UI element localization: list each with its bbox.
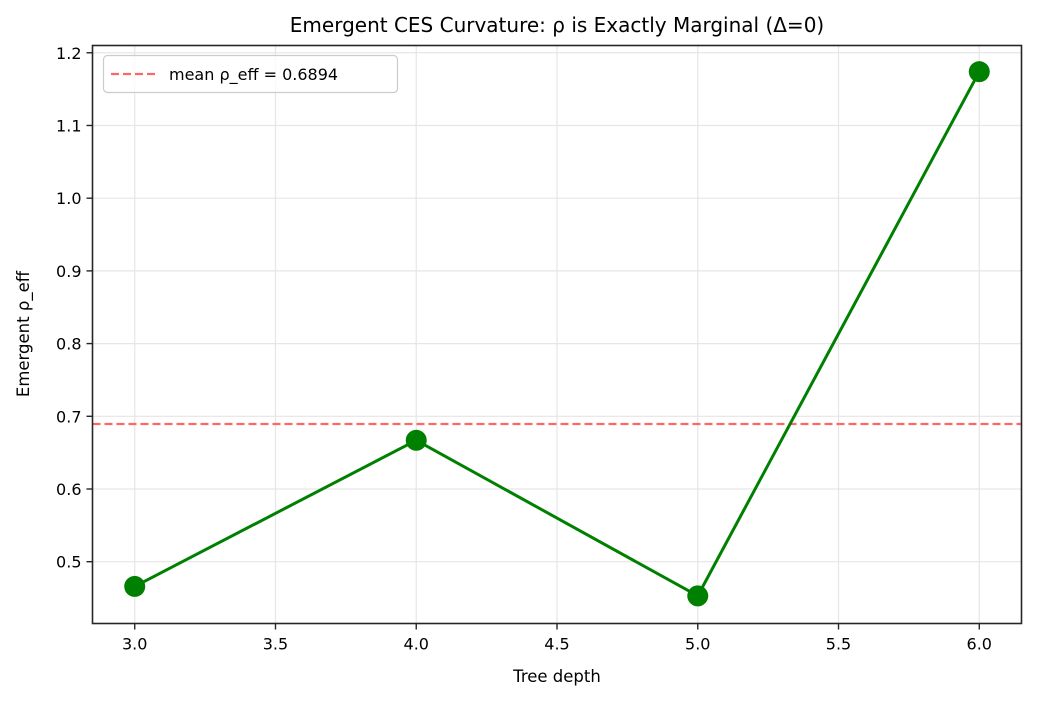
y-axis-ticks: 0.5 0.6 0.7 0.8 0.9 1.0 1.1 1.2 — [56, 44, 93, 572]
legend-label: mean ρ_eff = 0.6894 — [169, 65, 338, 85]
x-tick-label: 4.0 — [404, 635, 429, 654]
x-tick-label: 4.5 — [544, 635, 569, 654]
x-tick-label: 5.0 — [685, 635, 710, 654]
y-tick-label: 0.7 — [56, 407, 81, 426]
data-point-marker — [687, 585, 709, 607]
y-tick-label: 0.8 — [56, 335, 81, 354]
y-tick-label: 0.5 — [56, 553, 81, 572]
y-axis-label: Emergent ρ_eff — [14, 270, 34, 397]
y-tick-label: 0.9 — [56, 262, 81, 281]
chart-title: Emergent CES Curvature: ρ is Exactly Mar… — [290, 13, 824, 37]
x-axis-ticks: 3.0 3.5 4.0 4.5 5.0 5.5 6.0 — [122, 623, 992, 654]
x-tick-label: 3.0 — [122, 635, 147, 654]
data-series — [124, 61, 990, 607]
y-tick-label: 1.2 — [56, 44, 81, 63]
y-tick-label: 0.6 — [56, 480, 81, 499]
data-point-marker — [124, 575, 146, 597]
x-tick-label: 5.5 — [826, 635, 851, 654]
y-tick-label: 1.1 — [56, 116, 81, 135]
legend: mean ρ_eff = 0.6894 — [102, 54, 399, 94]
data-point-marker — [405, 429, 427, 451]
x-tick-label: 6.0 — [967, 635, 992, 654]
x-tick-label: 3.5 — [263, 635, 288, 654]
x-axis-label: Tree depth — [512, 667, 601, 686]
data-point-marker — [968, 61, 990, 83]
y-tick-label: 1.0 — [56, 189, 81, 208]
legend-box — [102, 54, 399, 94]
series-line — [134, 70, 981, 598]
